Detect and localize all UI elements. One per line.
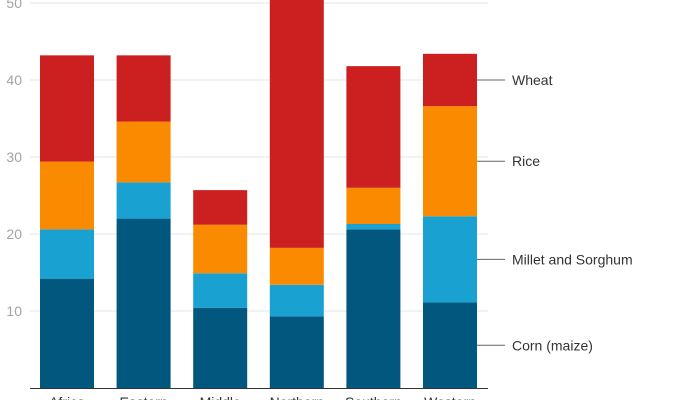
- legend-label: Wheat: [512, 72, 553, 88]
- x-tick-label: Eastern: [119, 394, 167, 400]
- bar-segment: [346, 223, 401, 230]
- grid-lines: [30, 2, 488, 312]
- bar-segment: [346, 66, 401, 188]
- bar-segment: [193, 224, 248, 274]
- y-tick-label: 10: [6, 303, 22, 319]
- bar-segment: [116, 218, 171, 388]
- bar-segment: [423, 216, 477, 303]
- legend: Corn (maize) Millet and Sorghum Rice Wheat: [477, 72, 633, 353]
- x-tick-label: Middle: [200, 394, 241, 400]
- bar-segment: [193, 190, 248, 225]
- bar-segment: [40, 229, 94, 279]
- bar-segment: [346, 229, 401, 388]
- bar-segment: [193, 307, 248, 388]
- bar-segment: [423, 302, 477, 388]
- bar-segment: [269, 316, 324, 388]
- legend-label: Millet and Sorghum: [512, 251, 633, 267]
- legend-label: Corn (maize): [512, 337, 593, 353]
- bar-segment: [269, 0, 324, 248]
- bar-segment: [346, 187, 401, 224]
- bar-segment: [193, 273, 248, 308]
- x-tick-label: Northern: [270, 394, 324, 400]
- x-tick-label: Southern: [345, 394, 402, 400]
- y-tick-label: 50: [6, 0, 22, 11]
- bar-segment: [116, 55, 171, 122]
- bars: [40, 0, 477, 388]
- x-axis-labels: Africa Eastern Middle Northern Southern Weste…: [49, 394, 476, 400]
- y-tick-label: 30: [6, 149, 22, 165]
- bar-segment: [40, 278, 94, 388]
- bar-segment: [40, 161, 94, 230]
- y-tick-label: 20: [6, 226, 22, 242]
- bar-segment: [116, 182, 171, 219]
- legend-label: Rice: [512, 153, 540, 169]
- bar-segment: [116, 121, 171, 183]
- bar-segment: [40, 55, 94, 162]
- x-tick-label: Western: [424, 394, 476, 400]
- bar-segment: [423, 106, 477, 217]
- bar-segment: [269, 284, 324, 317]
- x-tick-label: Africa: [49, 394, 85, 400]
- bar-segment: [423, 53, 477, 107]
- bar-segment: [269, 247, 324, 285]
- y-axis-ticks: 10 20 30 40 50: [6, 0, 22, 319]
- y-tick-label: 40: [6, 72, 22, 88]
